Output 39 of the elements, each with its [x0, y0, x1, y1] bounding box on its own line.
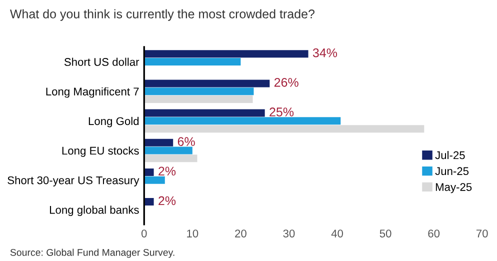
- legend-label: Jul-25: [435, 150, 465, 160]
- y-tick-label: Long Magnificent 7: [46, 87, 139, 98]
- bar: [144, 95, 253, 103]
- x-tick-label: 30: [283, 230, 295, 238]
- y-tick-label: Long global banks: [50, 206, 139, 216]
- y-tick-label: Long EU stocks: [62, 146, 139, 157]
- x-tick-label: 20: [235, 230, 246, 238]
- x-tick-label: 10: [187, 230, 198, 238]
- x-tick-label: 40: [331, 230, 343, 238]
- bar: [144, 154, 198, 162]
- bar: [144, 176, 165, 184]
- bar: [144, 117, 341, 125]
- bar: [144, 125, 424, 133]
- x-tick-label: 70: [476, 230, 488, 238]
- x-tick-label: 0: [141, 230, 147, 238]
- data-label: 26%: [274, 78, 298, 87]
- x-tick-label: 50: [380, 230, 392, 238]
- data-label: 6%: [178, 137, 195, 146]
- bar: [144, 80, 270, 88]
- bar: [144, 138, 174, 146]
- legend-label: Jun-25: [435, 167, 469, 176]
- bar: [144, 146, 192, 154]
- y-tick-label: Short 30-year US Treasury: [8, 176, 140, 186]
- data-label: 2%: [158, 196, 176, 206]
- source-note: Source: Global Fund Manager Survey.: [10, 248, 174, 258]
- data-label: 25%: [270, 108, 294, 116]
- bar: [144, 198, 154, 206]
- x-tick-label: 60: [428, 230, 440, 238]
- data-label: 2%: [158, 166, 176, 176]
- legend-label: May-25: [436, 183, 472, 194]
- bar: [144, 168, 154, 176]
- y-tick-label: Long Gold: [88, 116, 139, 128]
- data-label: 34%: [312, 48, 338, 58]
- bar: [144, 50, 308, 58]
- y-tick-label: Short US dollar: [64, 58, 140, 66]
- bar: [144, 109, 265, 117]
- bar: [144, 58, 241, 66]
- bar: [144, 88, 254, 96]
- chart-title: What do you think is currently the most crowded trade?: [10, 9, 314, 21]
